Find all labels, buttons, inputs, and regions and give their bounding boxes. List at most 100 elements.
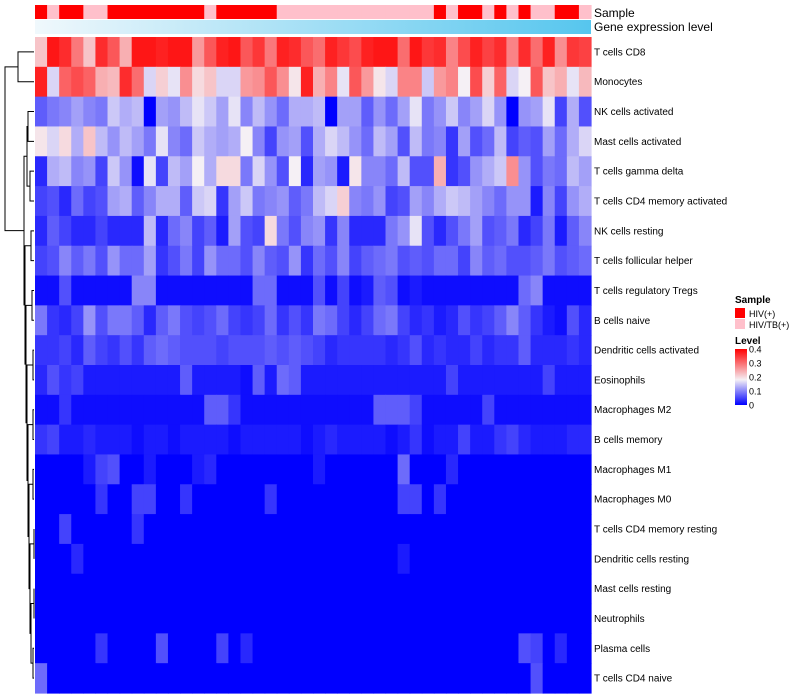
heatmap-cell [192,484,205,515]
heatmap-cell [204,37,217,68]
heatmap-cell [542,215,556,247]
heatmap-cell [578,335,592,366]
heatmap-cell [494,126,507,157]
heatmap-cell [288,424,302,456]
sample-annotation-cell [119,5,133,19]
heatmap-cell [288,603,302,634]
heatmap-cell [506,543,520,575]
heatmap-cell [216,37,229,68]
heatmap-cell [240,305,254,336]
heatmap-cell [542,335,556,366]
heatmap-cell [300,126,314,157]
heatmap-cell [397,215,411,247]
heatmap-cell [155,156,169,187]
heatmap-cell [167,37,181,68]
heatmap-cell [216,663,229,694]
heatmap-cell [506,365,520,396]
heatmap-cell [325,424,338,456]
heatmap-cell [433,126,447,157]
heatmap-cell [385,66,399,98]
heatmap-cell [349,66,362,98]
heatmap-cell [482,394,495,426]
heatmap-cell [192,215,205,247]
heatmap-cell [71,96,84,128]
heatmap-cell [385,663,399,694]
heatmap-cell [35,424,48,456]
heatmap-cell [119,245,133,277]
heatmap-cell [119,424,133,456]
heatmap-cell [409,603,423,634]
row-label: Macrophages M1 [594,465,672,476]
heatmap-cell [397,543,411,575]
heatmap-cell [433,66,447,98]
heatmap-cell [566,37,580,68]
heatmap-cell [409,245,423,277]
heatmap-cell [373,275,387,306]
heatmap-cell [530,633,544,664]
heatmap-cell [83,663,97,694]
heatmap-cell [167,484,181,515]
heatmap-cell [119,573,133,605]
heatmap-cell [421,424,435,456]
heatmap-cell [530,245,544,277]
heatmap-cell [421,186,435,217]
heatmap-cell [107,365,121,396]
heatmap-cell [192,37,205,68]
heatmap-cell [554,37,568,68]
heatmap-cell [71,245,84,277]
heatmap-cell [578,66,592,98]
heatmap-cell [228,514,242,545]
heatmap-cell [131,37,145,68]
heatmap-cell [506,186,520,217]
heatmap-cell [143,37,157,68]
heatmap-cell [47,186,60,217]
heatmap-cell [119,454,133,485]
heatmap-cell [433,186,447,217]
heatmap-cell [300,186,314,217]
heatmap-cell [373,96,387,128]
heatmap-cell [373,335,387,366]
heatmap-cell [445,514,459,545]
sample-annotation-cell [264,5,278,19]
heatmap-cell [506,633,520,664]
heatmap-cell [566,573,580,605]
heatmap-cell [180,663,193,694]
heatmap-cell [470,156,483,187]
heatmap-cell [83,215,97,247]
heatmap-cell [228,424,242,456]
heatmap-cell [119,514,133,545]
heatmap-cell [35,66,48,98]
heatmap-cell [192,156,205,187]
heatmap-cell [566,66,580,98]
heatmap-cell [409,305,423,336]
heatmap-cell [216,454,229,485]
heatmap-cell [385,186,399,217]
heatmap-cell [95,275,109,306]
sample-annotation-cell [325,5,338,19]
heatmap-cell [228,394,242,426]
heatmap-cell [95,663,109,694]
heatmap-cell [216,275,229,306]
heatmap-cell [566,96,580,128]
heatmap-cell [107,37,121,68]
heatmap-cell [554,305,568,336]
heatmap-cell [482,365,495,396]
heatmap-cell [35,514,48,545]
heatmap-cell [47,96,60,128]
heatmap-cell [397,96,411,128]
heatmap-cell [409,335,423,366]
heatmap-cell [204,663,217,694]
heatmap-cell [445,37,459,68]
heatmap-cell [445,394,459,426]
heatmap-cell [240,454,254,485]
heatmap-cell [578,543,592,575]
heatmap-cell [373,633,387,664]
heatmap-cell [240,275,254,306]
heatmap-cell [373,663,387,694]
heatmap-cell [240,663,254,694]
heatmap-cell [35,245,48,277]
heatmap-cell [180,335,193,366]
heatmap-cell [433,454,447,485]
heatmap-cell [494,454,507,485]
heatmap-cell [47,156,60,187]
